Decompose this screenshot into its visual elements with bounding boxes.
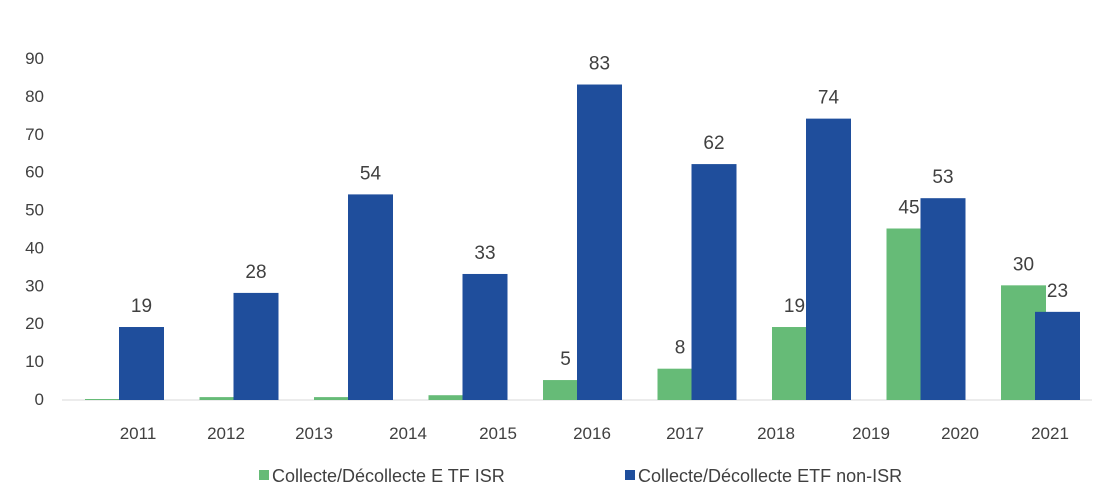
bar-non-isr — [348, 194, 393, 400]
x-tick-label: 2014 — [389, 424, 427, 443]
data-labels: 5 8 19 45 30 19 28 54 33 83 62 74 53 23 — [131, 54, 1068, 371]
data-label-non-isr: 83 — [589, 54, 610, 75]
bars — [85, 84, 1080, 401]
data-label-non-isr: 54 — [360, 163, 382, 184]
bar-non-isr — [1035, 311, 1080, 400]
legend-label-non-isr: Collecte/Décollecte ETF non-ISR — [638, 466, 902, 486]
bar-isr — [543, 380, 588, 400]
bar-isr — [314, 397, 359, 400]
bar-non-isr — [920, 198, 966, 400]
legend: Collecte/Décollecte E TF ISR Collecte/Déc… — [259, 466, 902, 486]
y-tick-label: 0 — [35, 390, 44, 409]
x-tick-label: 2016 — [573, 424, 611, 443]
data-label-isr: 30 — [1013, 254, 1034, 275]
x-tick-label: 2013 — [295, 424, 333, 443]
y-tick-label: 20 — [25, 314, 44, 333]
y-tick-label: 50 — [25, 201, 44, 220]
y-tick-label: 60 — [25, 163, 44, 182]
data-label-isr: 19 — [784, 296, 805, 317]
legend-label-isr: Collecte/Décollecte E TF ISR — [272, 466, 505, 486]
data-label-non-isr: 19 — [131, 296, 152, 317]
data-label-non-isr: 74 — [818, 88, 840, 109]
data-label-non-isr: 23 — [1047, 281, 1068, 302]
data-label-non-isr: 53 — [932, 167, 953, 188]
bar-non-isr — [806, 118, 851, 400]
legend-swatch-non-isr — [625, 470, 635, 480]
y-tick-label: 10 — [25, 352, 44, 371]
x-axis: 2011 2012 2013 2014 2015 2016 2017 2018 2019 2020… — [120, 424, 1069, 443]
y-tick-label: 30 — [25, 276, 44, 295]
x-tick-label: 2012 — [207, 424, 245, 443]
data-label-isr: 45 — [898, 198, 919, 219]
x-tick-label: 2021 — [1031, 424, 1069, 443]
data-label-non-isr: 28 — [245, 262, 266, 283]
x-tick-label: 2015 — [479, 424, 517, 443]
data-label-non-isr: 62 — [703, 133, 724, 154]
y-tick-label: 40 — [25, 238, 44, 257]
data-label-isr: 5 — [560, 349, 571, 370]
bar-isr — [428, 395, 474, 400]
data-label-isr: 8 — [675, 338, 686, 359]
x-tick-label: 2017 — [666, 424, 704, 443]
x-tick-label: 2020 — [941, 424, 979, 443]
data-label-non-isr: 33 — [474, 243, 495, 264]
bar-isr — [199, 397, 245, 400]
x-tick-label: 2018 — [757, 424, 795, 443]
x-tick-label: 2011 — [120, 424, 157, 443]
y-tick-label: 80 — [25, 87, 44, 106]
y-tick-label: 70 — [25, 125, 44, 144]
bar-non-isr — [691, 164, 737, 400]
bar-non-isr — [462, 273, 508, 400]
bar-non-isr — [233, 292, 279, 400]
bar-non-isr — [577, 84, 622, 401]
bar-isr — [85, 399, 130, 400]
legend-swatch-isr — [259, 470, 269, 480]
bar-non-isr — [119, 327, 164, 400]
x-tick-label: 2019 — [852, 424, 890, 443]
y-tick-label: 90 — [25, 49, 44, 68]
